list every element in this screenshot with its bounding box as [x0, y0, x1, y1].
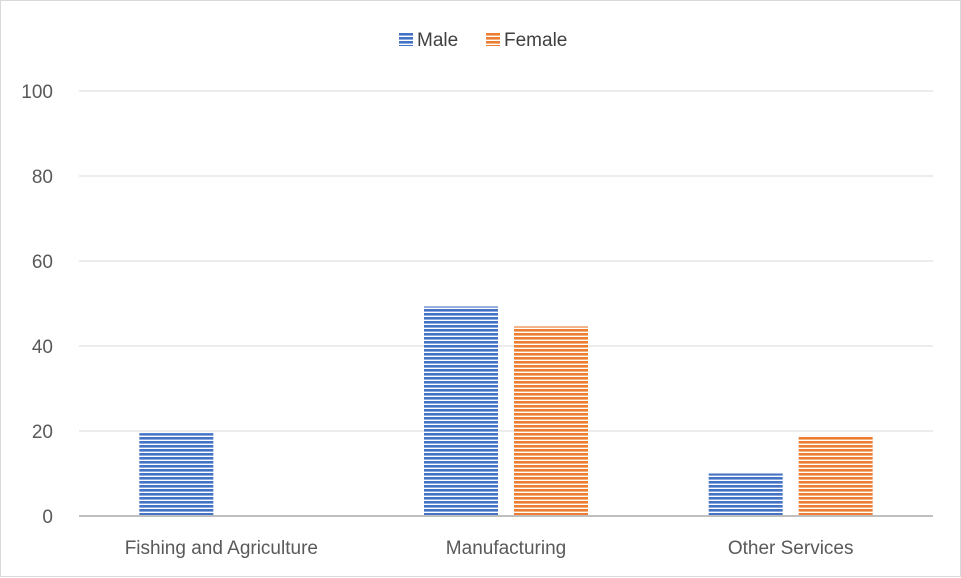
legend-swatch-female [486, 32, 500, 46]
y-tick-label-80: 80 [32, 167, 53, 188]
bars [139, 306, 873, 516]
legend: Male Female [399, 30, 567, 51]
x-tick-label-1: Manufacturing [446, 538, 566, 559]
y-tick-label-0: 0 [42, 507, 53, 528]
x-tick-label-2: Other Services [728, 538, 854, 559]
y-tick-label-100: 100 [21, 82, 53, 103]
bar-female-2 [798, 435, 873, 516]
x-axis-category-labels: Fishing and Agriculture Manufacturing Othe… [125, 538, 854, 559]
y-tick-label-60: 60 [32, 252, 53, 273]
x-tick-label-0: Fishing and Agriculture [125, 538, 318, 559]
y-tick-label-40: 40 [32, 337, 53, 358]
legend-label-female: Female [504, 30, 567, 51]
bar-female-1 [514, 326, 588, 516]
bar-male-0 [139, 433, 214, 516]
bar-male-1 [424, 306, 498, 516]
gridlines [79, 90, 933, 432]
bar-male-2 [708, 473, 783, 516]
y-tick-label-20: 20 [32, 422, 53, 443]
legend-swatch-male [399, 32, 413, 46]
y-axis-tick-labels: 0 20 40 60 80 100 [21, 82, 53, 528]
legend-label-male: Male [417, 30, 458, 51]
